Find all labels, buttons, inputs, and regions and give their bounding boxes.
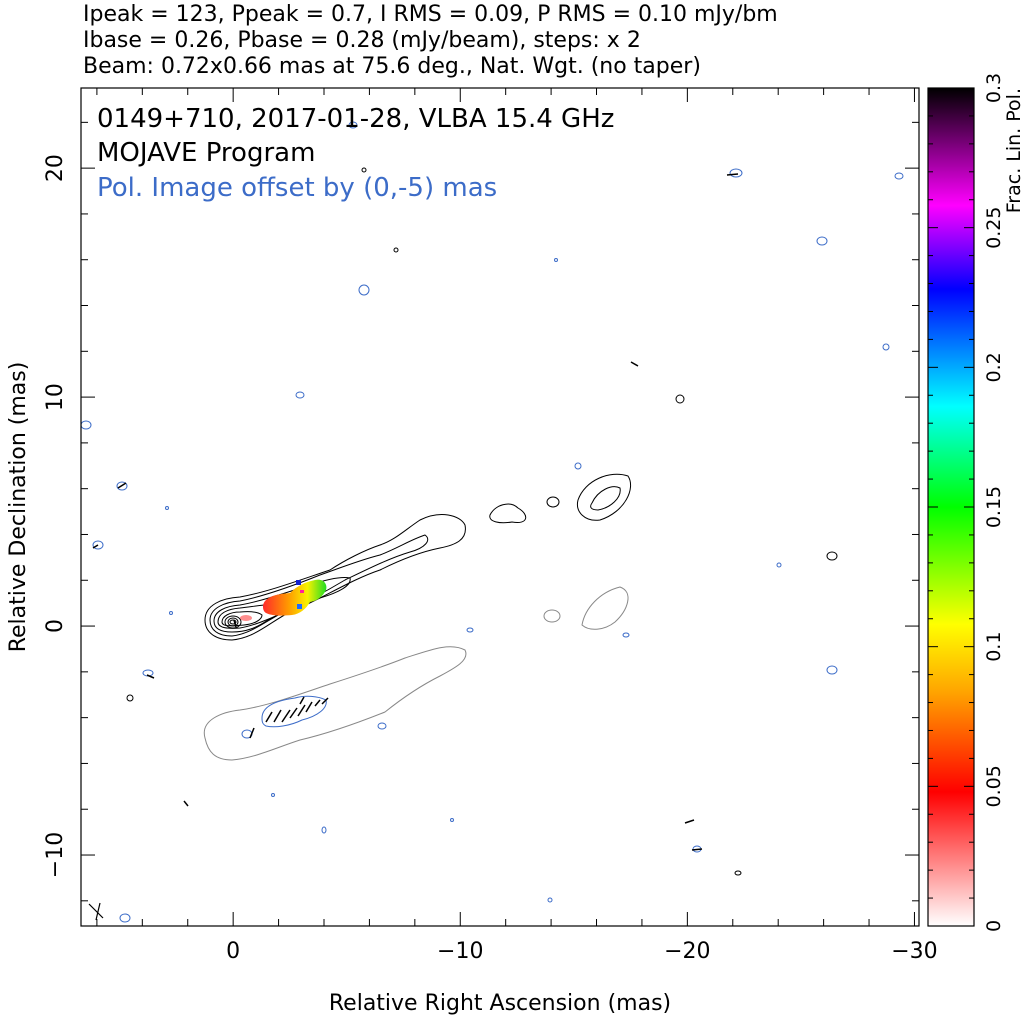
plot-title-line-2: MOJAVE Program: [97, 138, 315, 168]
x-tick-label: −10: [437, 939, 483, 964]
header-line-2: Ibase = 0.26, Pbase = 0.28 (mJy/beam), s…: [83, 28, 641, 53]
plot-frame: [80, 87, 920, 927]
y-tick-label: 10: [43, 383, 68, 411]
x-tick-label: −30: [891, 939, 937, 964]
plot-title-line-1: 0149+710, 2017-01-28, VLBA 15.4 GHz: [97, 104, 614, 134]
colorbar-tick-label: 0.1: [983, 632, 1005, 662]
x-axis-label: Relative Right Ascension (mas): [329, 991, 671, 1016]
pol-offset-annotation: Pol. Image offset by (0,-5) mas: [97, 173, 497, 203]
pol-outline-contour: [203, 586, 629, 761]
header-line-3: Beam: 0.72x0.66 mas at 75.6 deg., Nat. W…: [83, 54, 701, 79]
stokes-i-contours: [126, 167, 838, 876]
colorbar: 0 0.05 0.1 0.15 0.2 0.25 0.3 Frac. Lin. Pol.: [927, 73, 1025, 932]
pol-intensity-contours: [81, 121, 904, 923]
y-axis-label: Relative Declination (mas): [6, 362, 31, 653]
y-tick-label: 0: [43, 619, 68, 633]
colorbar-label: Frac. Lin. Pol.: [1003, 88, 1025, 213]
x-tick-label: 0: [226, 939, 240, 964]
colorbar-tick-label: 0.25: [983, 207, 1005, 249]
colorbar-tick-label: 0.3: [983, 73, 1005, 103]
colorbar-tick-label: 0.05: [983, 765, 1005, 807]
fractional-polarization-overlay: [240, 579, 327, 621]
colorbar-tick-label: 0.2: [983, 352, 1005, 382]
y-tick-label: −10: [43, 832, 68, 878]
evpa-vectors: [92, 173, 739, 851]
y-tick-label: 20: [43, 154, 68, 182]
header-line-1: Ipeak = 123, Ppeak = 0.7, I RMS = 0.09, …: [83, 2, 778, 27]
colorbar-tick-label: 0.15: [983, 486, 1005, 528]
x-tick-label: −20: [664, 939, 710, 964]
colorbar-tick-label: 0: [983, 920, 1005, 932]
beam-marker: [88, 902, 104, 921]
